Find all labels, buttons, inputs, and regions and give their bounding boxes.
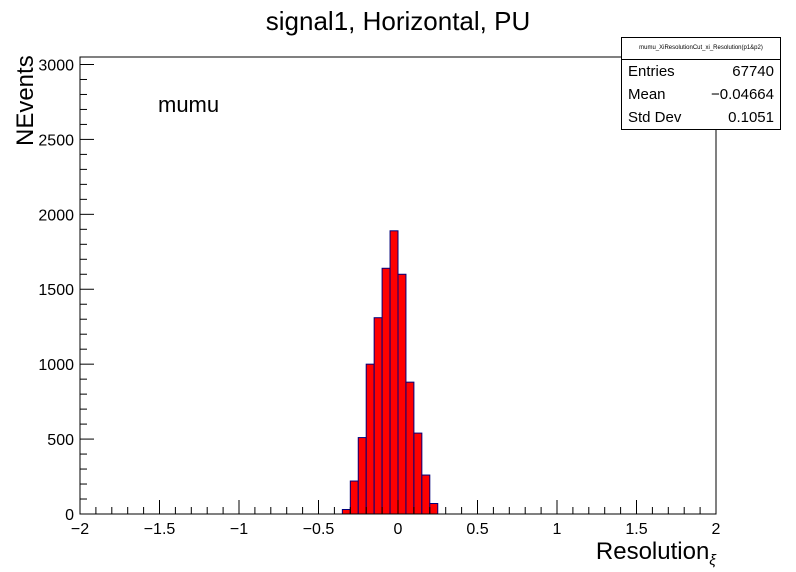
stats-box: mumu_XiResolutionCut_xi_Resolution(p1&p2… (621, 37, 781, 130)
histogram-bar (349, 480, 359, 515)
x-tick-label: −1 (230, 521, 248, 538)
x-tick-label: 1 (553, 521, 562, 538)
y-axis-label: NEvents (12, 55, 39, 146)
plot-annotation: mumu (158, 92, 220, 117)
y-tick-label: 1000 (38, 357, 74, 374)
stats-box-header: mumu_XiResolutionCut_xi_Resolution(p1&p2… (622, 38, 780, 60)
histogram-bar (365, 363, 375, 515)
y-axis-ticks: 0 500 1000 1500 2000 2500 3000 (38, 57, 94, 524)
x-axis-label-subscript: ξ (709, 551, 716, 569)
histogram-bar (373, 317, 383, 515)
y-tick-label: 3000 (38, 57, 74, 74)
histogram-bar (429, 503, 439, 515)
histogram-bar (421, 474, 431, 515)
histogram-bar (397, 273, 407, 515)
x-axis-label: Resolutionξ (596, 538, 716, 569)
y-tick-label: 2500 (38, 132, 74, 149)
y-tick-label: 500 (47, 432, 74, 449)
x-tick-label: 0.5 (466, 521, 488, 538)
histogram-bar (405, 381, 415, 515)
x-tick-label: 1.5 (625, 521, 647, 538)
histogram-bar (413, 432, 423, 515)
x-tick-label: −1.5 (144, 521, 176, 538)
y-tick-label: 1500 (38, 282, 74, 299)
histogram-bar (341, 509, 351, 515)
stats-row-entries: Entries 67740 (622, 60, 780, 83)
stats-value: 67740 (732, 63, 774, 80)
x-tick-label: 2 (712, 521, 721, 538)
histogram-bar (381, 267, 391, 515)
x-axis-label-text: Resolution (595, 538, 710, 565)
histogram-bar (389, 230, 399, 515)
chart-title: signal1, Horizontal, PU (265, 6, 531, 36)
x-tick-label: −0.5 (303, 521, 335, 538)
stats-row-mean: Mean −0.04664 (622, 83, 780, 106)
stats-key: Std Dev (628, 109, 682, 126)
x-tick-label: −2 (71, 521, 89, 538)
stats-row-stddev: Std Dev 0.1051 (622, 106, 780, 129)
stats-key: Entries (628, 63, 675, 80)
y-tick-label: 2000 (38, 207, 74, 224)
x-tick-label: 0 (394, 521, 403, 538)
stats-key: Mean (628, 86, 666, 103)
histogram-bar (357, 437, 367, 515)
stats-value: −0.04664 (711, 86, 774, 103)
stats-value: 0.1051 (728, 109, 774, 126)
histogram-bars (341, 230, 439, 515)
y-tick-label: 0 (65, 507, 74, 524)
x-axis-ticks: −2 −1.5 −1 −0.5 0 0.5 1 1.5 2 (71, 500, 721, 538)
